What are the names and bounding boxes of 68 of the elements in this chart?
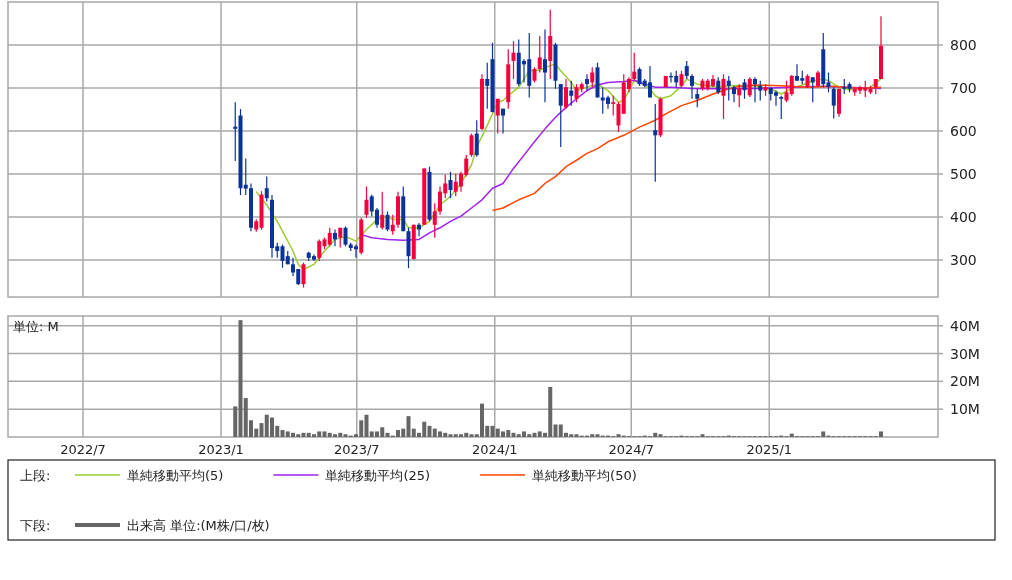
candlestick (826, 71, 831, 93)
y-axis-title: 単位: M (13, 319, 59, 334)
candlestick (317, 238, 322, 262)
candlestick (742, 78, 747, 100)
candlestick (364, 185, 369, 219)
y-tick-label: 300 (950, 252, 977, 269)
candlestick (543, 28, 547, 103)
candlestick (732, 85, 736, 103)
candlestick (690, 73, 694, 100)
candlestick (569, 80, 574, 107)
x-tick-label: 2025/1 (746, 442, 793, 457)
candlestick (726, 75, 731, 102)
y-tick-label: 20M (950, 373, 980, 390)
legend-label: 単純移動平均(25) (325, 468, 431, 483)
candlestick (469, 132, 474, 158)
candlestick (653, 103, 658, 183)
candlestick (537, 35, 542, 74)
y-tick-label: 800 (950, 37, 977, 53)
candlestick (789, 74, 794, 97)
x-tick-label: 2022/7 (60, 442, 106, 457)
candlestick (810, 76, 815, 103)
y-tick-label: 40M (950, 317, 980, 334)
candlestick (333, 228, 337, 247)
candlestick (590, 66, 595, 88)
candlestick (343, 225, 348, 247)
y-tick-label: 400 (950, 209, 977, 226)
candlestick (474, 119, 479, 158)
candlestick (380, 191, 385, 231)
y-tick-label: 500 (950, 166, 977, 183)
y-tick-label: 10M (950, 401, 980, 418)
candlestick (448, 171, 453, 199)
candlestick (501, 108, 505, 135)
x-tick-label: 2024/7 (608, 442, 655, 457)
candlestick (390, 214, 395, 236)
candlestick (779, 95, 784, 120)
candlestick (301, 262, 306, 289)
candlestick (558, 83, 563, 148)
bar (233, 406, 238, 437)
candlestick (758, 80, 763, 102)
legend-title: 上段: (20, 468, 51, 483)
candlestick (327, 227, 332, 247)
x-tick-label: 2024/1 (471, 442, 518, 457)
candlestick (511, 40, 516, 80)
candlestick (737, 83, 742, 108)
y-tick-label: 600 (950, 123, 977, 140)
candlestick (831, 86, 836, 120)
y-tick-label: 700 (950, 80, 977, 97)
legend-label: 出来高 単位:(M株/口/枚) (127, 518, 270, 533)
candlestick (632, 52, 637, 82)
candlestick (432, 202, 437, 239)
candlestick (753, 76, 757, 103)
x-tick-label: 2023/7 (333, 442, 380, 457)
candlestick (721, 73, 726, 120)
candlestick (611, 95, 616, 117)
candlestick (585, 73, 589, 92)
candlestick (747, 76, 752, 98)
legend-label: 単純移動平均(5) (127, 468, 224, 483)
legend-label: 単純移動平均(50) (532, 468, 637, 483)
candlestick (485, 62, 490, 110)
y-tick-label: 30M (950, 345, 980, 362)
candlestick (684, 60, 689, 80)
legend-title: 下段: (20, 518, 51, 533)
x-tick-label: 2023/1 (198, 442, 244, 457)
candlestick (695, 88, 700, 108)
candlestick (264, 175, 269, 203)
candlestick (495, 98, 500, 135)
candlestick (564, 78, 568, 110)
candlestick (385, 210, 390, 232)
